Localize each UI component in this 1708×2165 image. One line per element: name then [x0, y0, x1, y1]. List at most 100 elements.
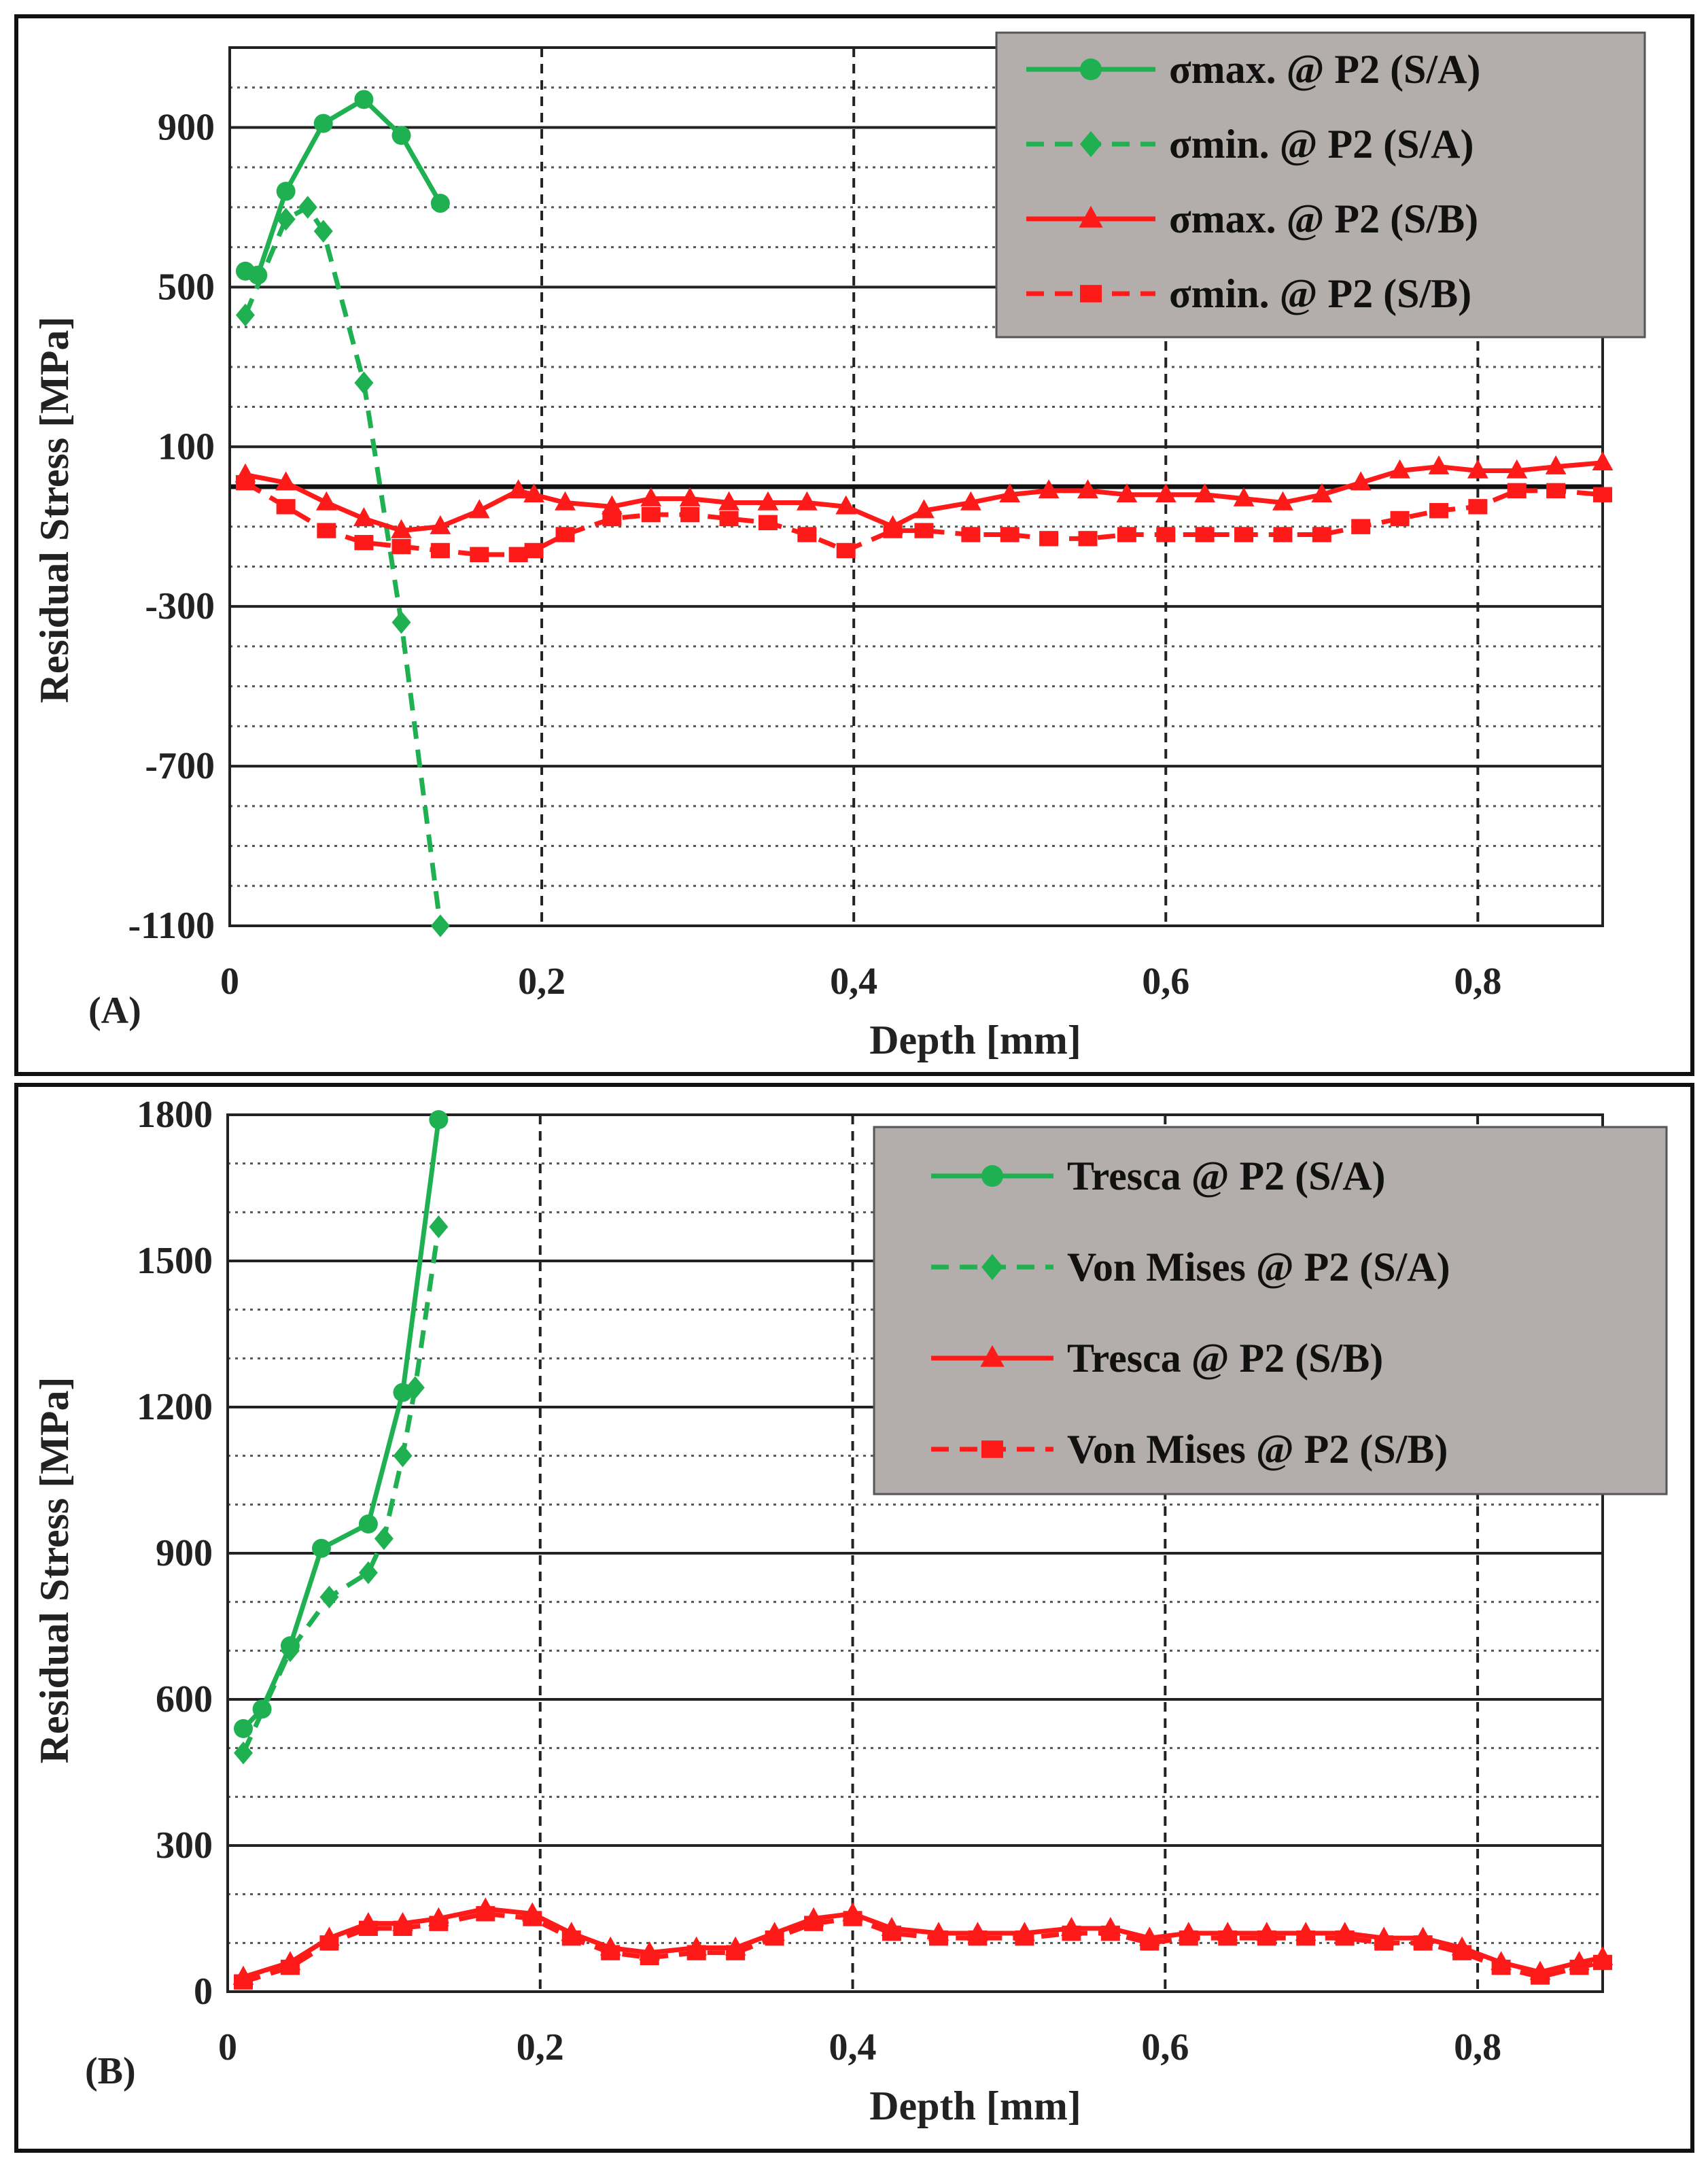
series-4-point	[1062, 1925, 1081, 1941]
series-3-point	[999, 483, 1021, 502]
series-3-point	[353, 507, 374, 527]
series-4-point	[1117, 527, 1136, 542]
series-4-point	[1468, 499, 1488, 515]
panel-a-frame	[14, 14, 1694, 1076]
series-4-point	[1218, 1930, 1238, 1946]
series-4-point	[1351, 519, 1371, 534]
series-2-point	[391, 610, 411, 634]
series-3-point	[1506, 459, 1528, 479]
panel-a-legend: σmax. @ P2 (S/A) σmin. @ P2 (S/A) σmax. …	[995, 31, 1646, 339]
panel-b-frame	[14, 1083, 1694, 2153]
series-2-point	[298, 196, 317, 219]
series-2	[233, 1215, 449, 1765]
panel-a-ticks: -1100 -700 -300 100 500 900 0 0,2 0,4 0,6 0,8	[128, 106, 1501, 1003]
series-4-point	[1257, 1930, 1276, 1946]
series-4-point	[686, 1945, 706, 1960]
series-4-point	[1179, 1930, 1198, 1946]
series-4	[235, 474, 1612, 563]
series-3-point	[1194, 483, 1216, 502]
series-1	[233, 1110, 449, 1738]
series-3-point	[757, 491, 779, 510]
series-3-point	[275, 471, 297, 491]
y-tick-label: -1100	[128, 905, 215, 947]
x-tick-label: 0,2	[517, 2026, 564, 2068]
panel-b-legend-keys	[931, 1165, 1053, 1458]
series-1-point	[252, 1699, 272, 1719]
series-4-point	[358, 1920, 378, 1937]
series-4-point	[726, 1945, 746, 1960]
series-2	[235, 196, 450, 937]
series-4-point	[317, 523, 336, 538]
y-tick-label: 500	[158, 266, 215, 308]
series-4-point	[1039, 531, 1059, 547]
series-4-point	[601, 1945, 621, 1960]
x-tick-label: 0,2	[518, 960, 565, 1003]
panel-a-legend-box	[995, 31, 1646, 339]
series-3-point	[835, 495, 857, 515]
series-4-point	[1491, 1959, 1511, 1975]
series-4-point	[1234, 527, 1254, 542]
series-3-point	[555, 491, 576, 510]
series-4-point	[928, 1930, 948, 1946]
series-2-point	[429, 1215, 449, 1239]
series-4-point	[1569, 1959, 1589, 1975]
panel-b-letter: (B)	[85, 2050, 136, 2092]
series-4-point	[523, 1911, 542, 1926]
series-4-point	[1140, 1935, 1160, 1951]
series-2-line	[241, 1226, 441, 1754]
series-4	[233, 1906, 1612, 1990]
series-1-point	[358, 1514, 378, 1534]
series-4-point	[280, 1959, 300, 1975]
series-4-point	[914, 523, 934, 538]
series-3-point	[718, 491, 739, 510]
legend-key-1-marker	[1080, 58, 1102, 80]
series-4-point	[508, 547, 528, 563]
legend-b-label-4: Von Mises @ P2 (S/B)	[1067, 1427, 1448, 1472]
series-4-point	[233, 1974, 253, 1990]
series-4-point	[758, 515, 778, 531]
series-4-point	[1312, 527, 1331, 542]
series-3-point	[1350, 471, 1372, 491]
series-3-point	[1311, 483, 1333, 502]
series-3-point	[430, 515, 451, 534]
series-4-point	[1015, 1930, 1034, 1946]
y-tick-label: 0	[194, 1971, 213, 2013]
series-4-point	[804, 1916, 824, 1931]
series-3-point	[1545, 455, 1567, 474]
panel-a-xlabel: Depth [mm]	[869, 1018, 1081, 1062]
series-4-point	[1100, 1925, 1120, 1941]
y-tick-label: -700	[145, 745, 215, 787]
series-3-point	[1428, 455, 1450, 474]
series-4-point	[765, 1930, 784, 1946]
series-3-point	[1389, 459, 1410, 479]
series-3-point	[468, 499, 490, 519]
series-4-point	[429, 1916, 449, 1931]
series-4-point	[1531, 1969, 1550, 1985]
series-1-point	[429, 1110, 449, 1130]
series-4-point	[235, 474, 255, 491]
plot-area-frame	[226, 1113, 1604, 1993]
legend-key-2-marker	[1080, 131, 1102, 158]
series-2-point	[393, 1444, 413, 1468]
legend-key-4-marker	[1080, 285, 1102, 302]
series-4-point	[719, 510, 739, 527]
series-2-point	[235, 303, 255, 327]
y-tick-label: 1200	[137, 1386, 213, 1428]
series-3-point	[1116, 483, 1138, 502]
series-3-point	[601, 495, 623, 515]
x-tick-label: 0,6	[1141, 2026, 1189, 2068]
panel-a-ylabel: Residual Stress [MPa]	[32, 317, 77, 704]
series-2-point	[233, 1742, 253, 1765]
legend-a-label-2: σmin. @ P2 (S/A)	[1169, 122, 1474, 167]
series-3-point	[679, 487, 701, 506]
series-3-point	[1077, 479, 1098, 499]
legend-b-label-1: Tresca @ P2 (S/A)	[1067, 1154, 1386, 1198]
series-1-point	[313, 114, 333, 133]
series-2-point	[358, 1561, 378, 1584]
series-1-point	[233, 1719, 253, 1738]
legend-key-2-marker	[981, 1253, 1003, 1281]
series-2-point	[354, 371, 374, 395]
series-4-point	[1273, 527, 1293, 542]
series-4-point	[1546, 483, 1566, 499]
panel-a-series	[234, 90, 1614, 937]
